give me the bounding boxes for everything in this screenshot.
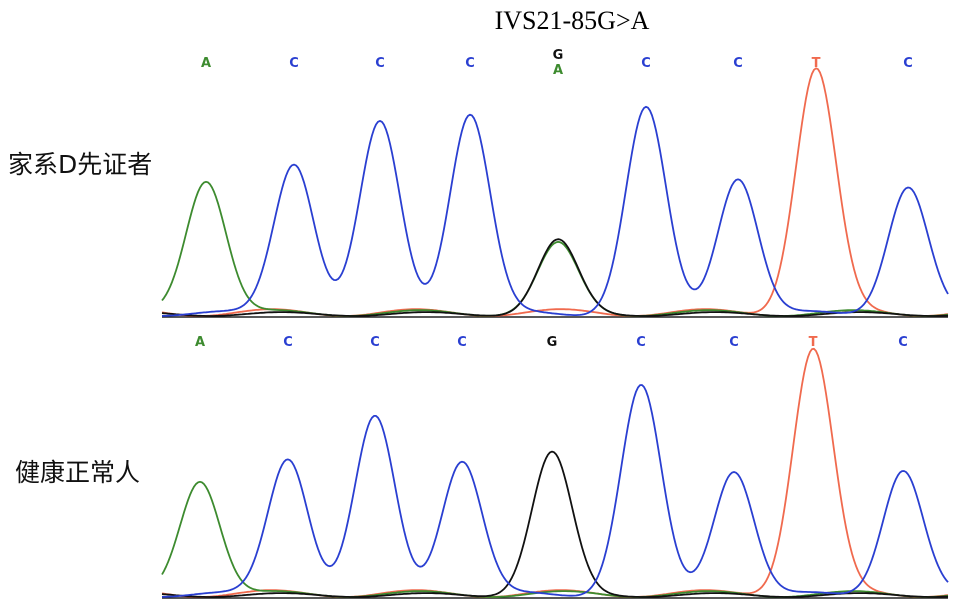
trace-g <box>161 450 949 598</box>
base-call-label: C <box>729 335 739 350</box>
trace-a <box>161 480 949 598</box>
base-call-label: A <box>195 335 205 350</box>
base-call-label: C <box>375 56 385 71</box>
row-label-normal: 健康正常人 <box>15 458 140 487</box>
base-call-label: T <box>809 335 818 350</box>
base-call-label: A <box>201 56 211 71</box>
figure-title: IVS21-85G>A <box>495 6 650 35</box>
trace-t <box>161 67 949 317</box>
base-call-label: C <box>465 56 475 71</box>
base-call-label: C <box>641 56 651 71</box>
chromatogram-panel-proband: A C C CGA C C T C <box>161 48 949 318</box>
base-call-label: C <box>636 335 646 350</box>
base-call-label: G <box>553 48 564 63</box>
base-call-label: C <box>898 335 908 350</box>
base-call-label: G <box>547 335 558 350</box>
base-call-label: C <box>370 335 380 350</box>
trace-c <box>162 105 949 317</box>
trace-g <box>161 238 949 317</box>
base-call-label: C <box>733 56 743 71</box>
row-label-proband: 家系D先证者 <box>8 150 152 179</box>
base-call-label: T <box>812 56 821 71</box>
base-call-label-secondary: A <box>553 63 563 78</box>
base-call-label: C <box>289 56 299 71</box>
trace-a <box>161 180 949 317</box>
trace-t <box>161 347 949 598</box>
base-call-label: C <box>457 335 467 350</box>
trace-c <box>162 384 949 598</box>
base-call-label: C <box>903 56 913 71</box>
base-call-label: C <box>283 335 293 350</box>
